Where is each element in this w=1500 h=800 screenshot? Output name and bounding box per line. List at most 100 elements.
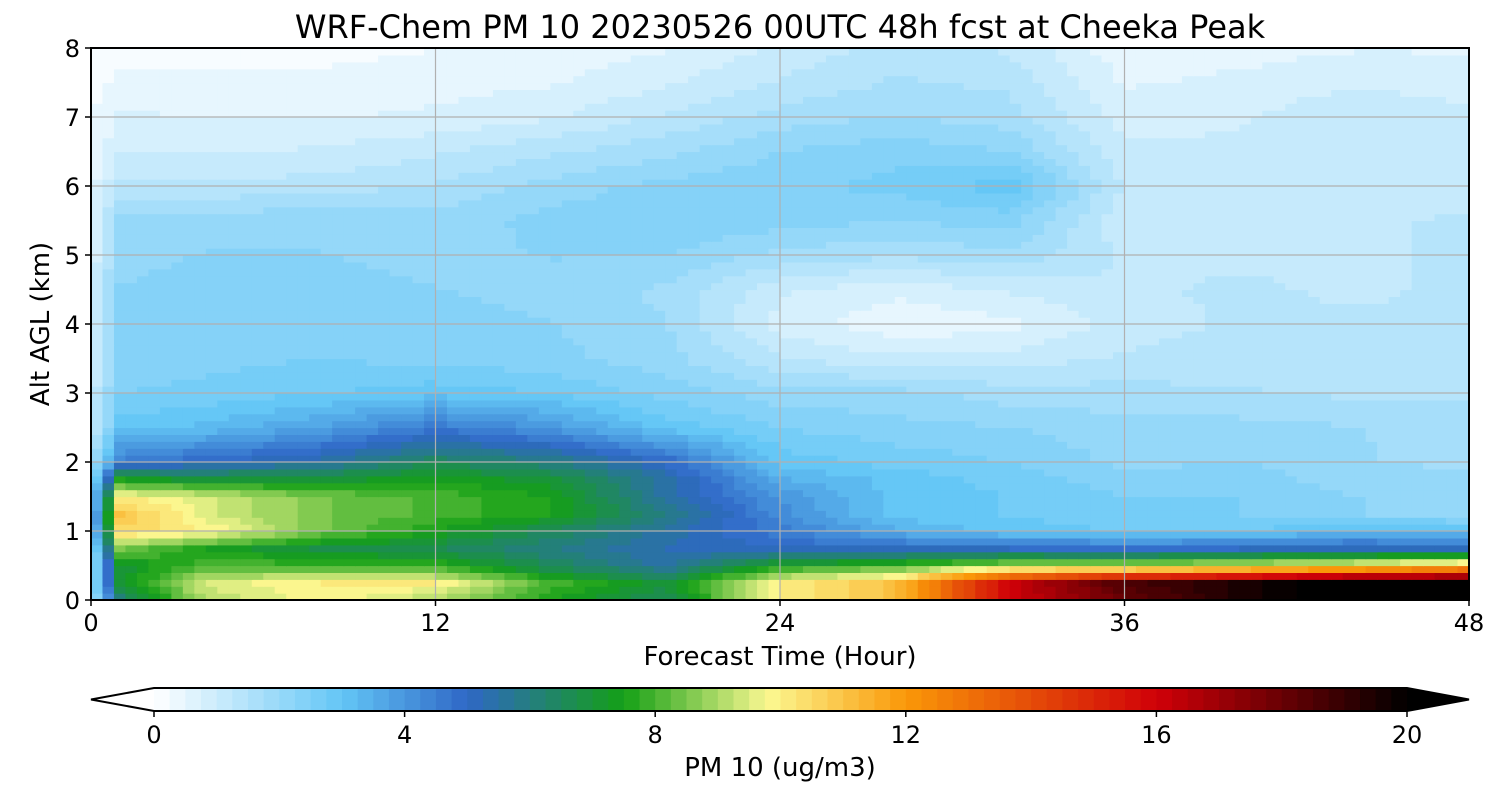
heatmap-cell [469, 565, 483, 573]
heatmap-cell [1067, 434, 1080, 442]
heatmap-cell [642, 324, 655, 332]
heatmap-cell [1032, 448, 1045, 456]
heatmap-cell [1308, 503, 1321, 511]
heatmap-cell [194, 468, 207, 477]
heatmap-cell [1055, 531, 1068, 539]
heatmap-cell [125, 455, 138, 463]
heatmap-cell [1021, 537, 1034, 546]
heatmap-cell [320, 482, 333, 491]
heatmap-cell [1377, 503, 1390, 511]
heatmap-cell [757, 579, 770, 587]
heatmap-cell [205, 337, 218, 346]
heatmap-cell [1158, 586, 1172, 594]
heatmap-cell [125, 406, 138, 415]
heatmap-cell [734, 524, 747, 532]
heatmap-cell [561, 455, 574, 463]
heatmap-cell [401, 337, 414, 346]
heatmap-cell [768, 565, 781, 573]
heatmap-cell [1135, 330, 1149, 339]
heatmap-cell [1239, 351, 1252, 360]
heatmap-cell [1446, 531, 1459, 539]
heatmap-cell [343, 475, 356, 484]
heatmap-cell [125, 427, 138, 435]
heatmap-cell [1365, 551, 1378, 560]
heatmap-cell [688, 330, 701, 339]
heatmap-cell [653, 406, 666, 415]
heatmap-cell [860, 468, 873, 477]
heatmap-cell [688, 337, 701, 346]
heatmap-cell [929, 365, 942, 373]
heatmap-cell [515, 531, 528, 539]
heatmap-cell [1400, 455, 1413, 463]
heatmap-cell [665, 524, 678, 532]
heatmap-cell [940, 399, 953, 408]
heatmap-cell [1285, 593, 1298, 600]
heatmap-cell [1400, 386, 1413, 394]
heatmap-cell [734, 317, 747, 325]
heatmap-cell [1090, 475, 1103, 484]
heatmap-cell [1090, 379, 1103, 387]
heatmap-cell [906, 434, 919, 442]
heatmap-cell [998, 420, 1011, 429]
heatmap-cell [1250, 399, 1263, 408]
heatmap-cell [1090, 572, 1103, 580]
heatmap-cell [1331, 531, 1344, 539]
heatmap-cell [1342, 413, 1355, 422]
heatmap-cell [768, 372, 781, 380]
heatmap-cell [1021, 544, 1034, 553]
heatmap-cell [113, 475, 127, 484]
heatmap-cell [975, 379, 988, 387]
heatmap-cell [527, 448, 540, 456]
heatmap-cell [975, 524, 988, 532]
heatmap-cell [113, 579, 127, 587]
heatmap-cell [607, 434, 620, 442]
heatmap-cell [1423, 455, 1436, 463]
heatmap-cell [665, 386, 678, 394]
heatmap-cell [378, 572, 391, 580]
heatmap-cell [814, 413, 827, 422]
heatmap-cell [412, 317, 425, 325]
heatmap-cell [894, 441, 907, 449]
heatmap-cell [780, 537, 793, 546]
heatmap-cell [940, 531, 953, 539]
heatmap-cell [1423, 468, 1436, 477]
heatmap-cell [1135, 565, 1149, 573]
heatmap-cell [332, 358, 345, 366]
heatmap-cell [263, 565, 276, 573]
heatmap-cell [1044, 537, 1057, 546]
heatmap-cell [1067, 337, 1080, 346]
heatmap-cell [584, 468, 597, 477]
heatmap-cell [1135, 531, 1149, 539]
heatmap-cell [1009, 448, 1022, 456]
heatmap-cell [1250, 337, 1263, 346]
heatmap-cell [1388, 317, 1401, 325]
heatmap-cell [297, 427, 310, 435]
heatmap-cell [1411, 462, 1424, 470]
heatmap-cell [1331, 344, 1344, 353]
heatmap-cell [332, 441, 345, 449]
heatmap-cell [734, 462, 747, 470]
heatmap-cell [1124, 317, 1137, 325]
heatmap-cell [1285, 468, 1298, 477]
heatmap-cell [1400, 420, 1413, 429]
heatmap-cell [1457, 317, 1469, 325]
heatmap-cell [584, 565, 597, 573]
heatmap-cell [1009, 393, 1022, 401]
heatmap-cell [1147, 441, 1160, 449]
heatmap-cell [722, 413, 735, 422]
heatmap-cell [343, 372, 356, 380]
heatmap-cell [986, 324, 999, 332]
heatmap-cell [768, 393, 781, 401]
heatmap-cell [550, 468, 563, 477]
heatmap-cell [1181, 379, 1194, 387]
heatmap-cell [217, 579, 230, 587]
heatmap-cell [171, 496, 184, 504]
heatmap-cell [837, 393, 850, 401]
heatmap-cell [573, 482, 586, 491]
heatmap-cell [963, 593, 976, 600]
heatmap-cell [1342, 489, 1355, 498]
heatmap-cell [825, 351, 839, 360]
heatmap-cell [527, 558, 540, 567]
heatmap-cell [389, 551, 402, 560]
